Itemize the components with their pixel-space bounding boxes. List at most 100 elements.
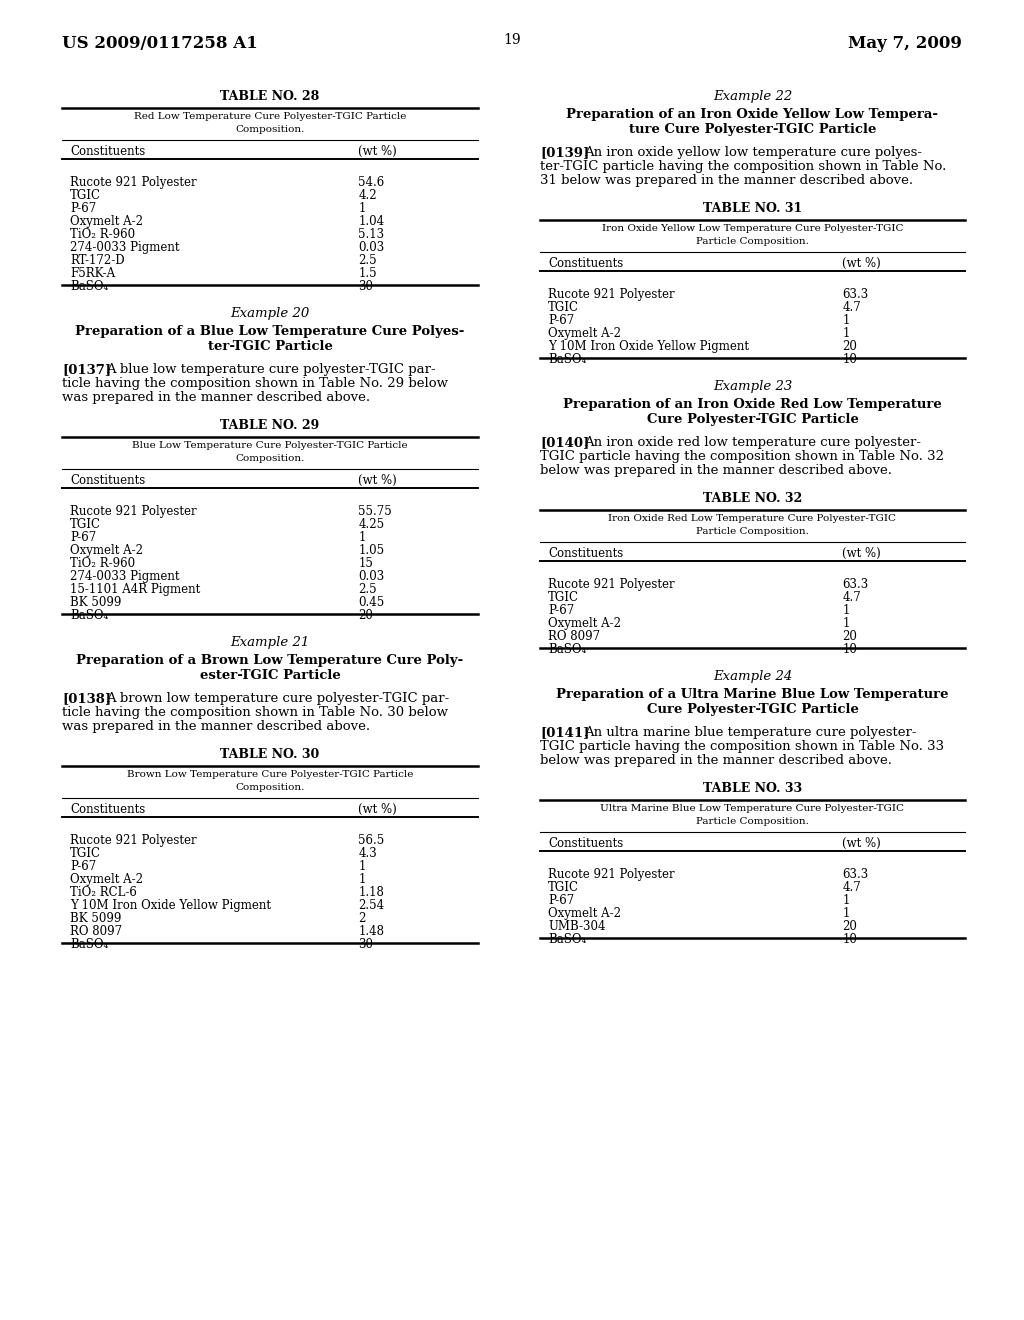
- Text: P-67: P-67: [70, 531, 96, 544]
- Text: Constituents: Constituents: [548, 837, 624, 850]
- Text: RT-172-D: RT-172-D: [70, 253, 125, 267]
- Text: 10: 10: [843, 352, 857, 366]
- Text: 1: 1: [843, 314, 850, 327]
- Text: Preparation of an Iron Oxide Red Low Temperature: Preparation of an Iron Oxide Red Low Tem…: [563, 399, 942, 411]
- Text: UMB-304: UMB-304: [548, 920, 605, 933]
- Text: ester-TGIC Particle: ester-TGIC Particle: [200, 669, 340, 682]
- Text: TGIC particle having the composition shown in Table No. 32: TGIC particle having the composition sho…: [540, 450, 944, 463]
- Text: Composition.: Composition.: [236, 125, 305, 135]
- Text: 20: 20: [843, 630, 857, 643]
- Text: Rucote 921 Polyester: Rucote 921 Polyester: [548, 578, 675, 591]
- Text: 1: 1: [358, 873, 366, 886]
- Text: 10: 10: [843, 933, 857, 946]
- Text: Particle Composition.: Particle Composition.: [696, 238, 809, 246]
- Text: 30: 30: [358, 280, 373, 293]
- Text: 4.7: 4.7: [843, 591, 861, 605]
- Text: 19: 19: [503, 33, 521, 48]
- Text: Red Low Temperature Cure Polyester-TGIC Particle: Red Low Temperature Cure Polyester-TGIC …: [134, 112, 407, 121]
- Text: Blue Low Temperature Cure Polyester-TGIC Particle: Blue Low Temperature Cure Polyester-TGIC…: [132, 441, 408, 450]
- Text: Rucote 921 Polyester: Rucote 921 Polyester: [548, 869, 675, 880]
- Text: 20: 20: [843, 920, 857, 933]
- Text: Rucote 921 Polyester: Rucote 921 Polyester: [548, 288, 675, 301]
- Text: 2.5: 2.5: [358, 583, 377, 597]
- Text: TiO₂ RCL-6: TiO₂ RCL-6: [70, 886, 137, 899]
- Text: BaSO₄: BaSO₄: [548, 352, 587, 366]
- Text: 54.6: 54.6: [358, 176, 384, 189]
- Text: TGIC: TGIC: [548, 880, 579, 894]
- Text: TiO₂ R-960: TiO₂ R-960: [70, 557, 135, 570]
- Text: Oxymelt A-2: Oxymelt A-2: [70, 873, 143, 886]
- Text: Y 10M Iron Oxide Yellow Pigment: Y 10M Iron Oxide Yellow Pigment: [70, 899, 271, 912]
- Text: Example 24: Example 24: [713, 671, 793, 682]
- Text: Composition.: Composition.: [236, 454, 305, 463]
- Text: P-67: P-67: [548, 314, 574, 327]
- Text: was prepared in the manner described above.: was prepared in the manner described abo…: [62, 391, 370, 404]
- Text: Composition.: Composition.: [236, 783, 305, 792]
- Text: Preparation of a Ultra Marine Blue Low Temperature: Preparation of a Ultra Marine Blue Low T…: [556, 688, 949, 701]
- Text: Constituents: Constituents: [70, 145, 145, 158]
- Text: 56.5: 56.5: [358, 834, 384, 847]
- Text: Example 23: Example 23: [713, 380, 793, 393]
- Text: ture Cure Polyester-TGIC Particle: ture Cure Polyester-TGIC Particle: [629, 123, 877, 136]
- Text: BaSO₄: BaSO₄: [548, 643, 587, 656]
- Text: Cure Polyester-TGIC Particle: Cure Polyester-TGIC Particle: [646, 704, 858, 715]
- Text: Oxymelt A-2: Oxymelt A-2: [548, 327, 621, 341]
- Text: 4.7: 4.7: [843, 301, 861, 314]
- Text: 15-1101 A4R Pigment: 15-1101 A4R Pigment: [70, 583, 201, 597]
- Text: 4.2: 4.2: [358, 189, 377, 202]
- Text: 2: 2: [358, 912, 366, 925]
- Text: 55.75: 55.75: [358, 506, 392, 517]
- Text: 1.18: 1.18: [358, 886, 384, 899]
- Text: RO 8097: RO 8097: [548, 630, 600, 643]
- Text: 1: 1: [843, 327, 850, 341]
- Text: 1: 1: [843, 907, 850, 920]
- Text: TGIC particle having the composition shown in Table No. 33: TGIC particle having the composition sho…: [540, 741, 944, 752]
- Text: May 7, 2009: May 7, 2009: [848, 36, 962, 51]
- Text: [0137]: [0137]: [62, 363, 112, 376]
- Text: BaSO₄: BaSO₄: [70, 939, 109, 950]
- Text: Oxymelt A-2: Oxymelt A-2: [70, 215, 143, 228]
- Text: 20: 20: [358, 609, 373, 622]
- Text: was prepared in the manner described above.: was prepared in the manner described abo…: [62, 719, 370, 733]
- Text: BaSO₄: BaSO₄: [548, 933, 587, 946]
- Text: An ultra marine blue temperature cure polyester-: An ultra marine blue temperature cure po…: [584, 726, 916, 739]
- Text: 4.25: 4.25: [358, 517, 384, 531]
- Text: [0140]: [0140]: [540, 436, 589, 449]
- Text: Rucote 921 Polyester: Rucote 921 Polyester: [70, 176, 197, 189]
- Text: BaSO₄: BaSO₄: [70, 280, 109, 293]
- Text: TGIC: TGIC: [70, 189, 101, 202]
- Text: ticle having the composition shown in Table No. 30 below: ticle having the composition shown in Ta…: [62, 706, 449, 719]
- Text: 1: 1: [843, 894, 850, 907]
- Text: ter-TGIC particle having the composition shown in Table No.: ter-TGIC particle having the composition…: [540, 160, 946, 173]
- Text: 31 below was prepared in the manner described above.: 31 below was prepared in the manner desc…: [540, 174, 913, 187]
- Text: TABLE NO. 28: TABLE NO. 28: [220, 90, 319, 103]
- Text: Rucote 921 Polyester: Rucote 921 Polyester: [70, 506, 197, 517]
- Text: 20: 20: [843, 341, 857, 352]
- Text: [0138]: [0138]: [62, 692, 112, 705]
- Text: Y 10M Iron Oxide Yellow Pigment: Y 10M Iron Oxide Yellow Pigment: [548, 341, 749, 352]
- Text: Particle Composition.: Particle Composition.: [696, 527, 809, 536]
- Text: TGIC: TGIC: [70, 847, 101, 861]
- Text: (wt %): (wt %): [843, 837, 882, 850]
- Text: 1.04: 1.04: [358, 215, 384, 228]
- Text: Preparation of an Iron Oxide Yellow Low Tempera-: Preparation of an Iron Oxide Yellow Low …: [566, 108, 939, 121]
- Text: 1: 1: [358, 531, 366, 544]
- Text: Rucote 921 Polyester: Rucote 921 Polyester: [70, 834, 197, 847]
- Text: below was prepared in the manner described above.: below was prepared in the manner describ…: [540, 754, 892, 767]
- Text: BK 5099: BK 5099: [70, 597, 122, 609]
- Text: Brown Low Temperature Cure Polyester-TGIC Particle: Brown Low Temperature Cure Polyester-TGI…: [127, 770, 414, 779]
- Text: An iron oxide yellow low temperature cure polyes-: An iron oxide yellow low temperature cur…: [584, 147, 922, 158]
- Text: 63.3: 63.3: [843, 288, 868, 301]
- Text: Oxymelt A-2: Oxymelt A-2: [548, 616, 621, 630]
- Text: TABLE NO. 31: TABLE NO. 31: [702, 202, 802, 215]
- Text: ticle having the composition shown in Table No. 29 below: ticle having the composition shown in Ta…: [62, 378, 449, 389]
- Text: (wt %): (wt %): [358, 803, 397, 816]
- Text: RO 8097: RO 8097: [70, 925, 122, 939]
- Text: Oxymelt A-2: Oxymelt A-2: [548, 907, 621, 920]
- Text: 0.03: 0.03: [358, 570, 384, 583]
- Text: P-67: P-67: [548, 605, 574, 616]
- Text: 1.05: 1.05: [358, 544, 384, 557]
- Text: Oxymelt A-2: Oxymelt A-2: [70, 544, 143, 557]
- Text: Constituents: Constituents: [70, 474, 145, 487]
- Text: 1: 1: [843, 616, 850, 630]
